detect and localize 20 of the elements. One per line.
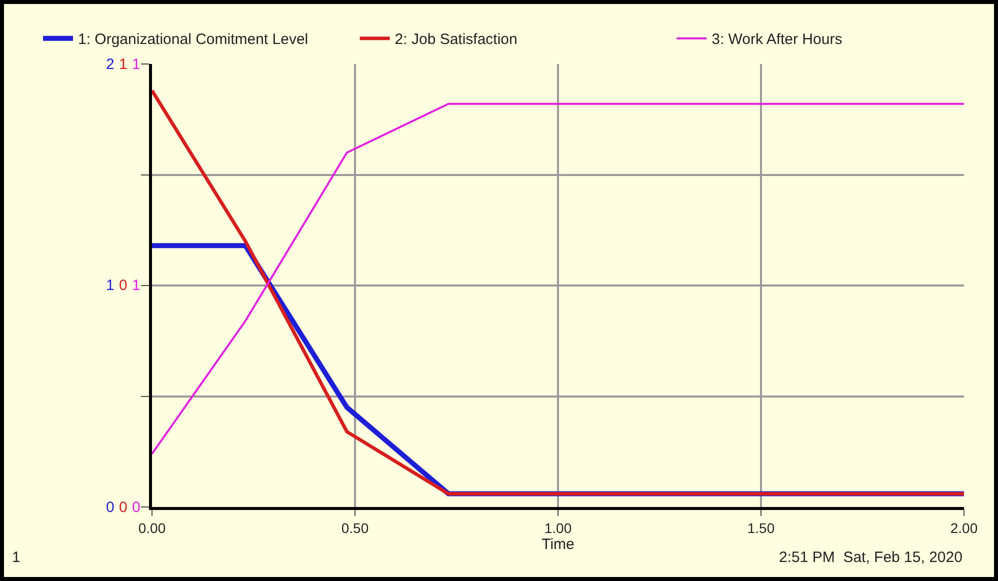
y-tick-label: 1 <box>106 277 114 294</box>
x-tick-label: 2.00 <box>950 520 978 536</box>
y3-tick-label: 0 <box>132 499 140 516</box>
y2-tick-label: 1 <box>119 56 128 73</box>
y2-tick-label: 0 <box>119 499 128 516</box>
x-axis-title: Time <box>542 536 574 553</box>
y3-tick-label: 1 <box>132 56 140 73</box>
x-tick-label: 1.00 <box>544 520 572 536</box>
legend-label: 3: Work After Hours <box>712 31 842 48</box>
x-tick-label: 0.50 <box>341 520 369 536</box>
y3-tick-label: 1 <box>132 277 140 294</box>
x-tick-label: 0.00 <box>138 520 166 536</box>
y-tick-label: 2 <box>106 56 114 73</box>
y2-tick-label: 0 <box>119 277 128 294</box>
text: 2:51 PM Sat, Feb 15, 2020 <box>779 549 962 566</box>
x-tick-label: 1.50 <box>747 520 775 536</box>
text: 1 <box>12 549 20 566</box>
legend-label: 1: Organizational Comitment Level <box>78 31 308 48</box>
legend-label: 2: Job Satisfaction <box>394 31 518 48</box>
y-tick-label: 0 <box>106 499 114 516</box>
